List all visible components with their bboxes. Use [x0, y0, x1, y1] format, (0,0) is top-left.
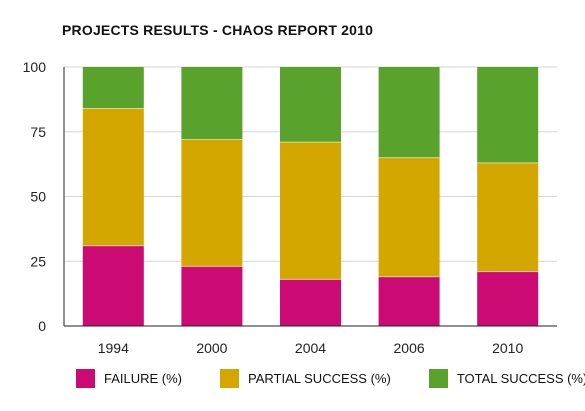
bar-2006-partial-success: [378, 157, 440, 277]
bar-1994-failure: [82, 245, 144, 326]
legend-swatch-partial-success: [220, 369, 240, 388]
chart-title: PROJECTS RESULTS - CHAOS REPORT 2010: [62, 22, 374, 38]
legend-item-total-success: TOTAL SUCCESS (%): [428, 369, 585, 388]
bar-1994-total-success: [82, 67, 144, 109]
x-tick-label-2010: 2010: [492, 340, 523, 356]
bar-2006-total-success: [378, 67, 440, 158]
legend-swatch-failure: [76, 369, 95, 388]
x-tick-labels: 1994 2000 2004 2006 2010: [98, 340, 524, 356]
y-tick-label-100: 100: [23, 59, 47, 75]
bar-1994-partial-success: [82, 108, 144, 246]
y-tick-label-75: 75: [30, 124, 46, 140]
bar-2000-partial-success: [181, 139, 243, 267]
legend-swatch-total-success: [428, 369, 448, 388]
legend-item-partial-success: PARTIAL SUCCESS (%): [220, 369, 391, 388]
bar-2004-total-success: [280, 67, 341, 143]
y-tick-label-0: 0: [38, 318, 46, 334]
bar-segments: [82, 67, 539, 326]
legend: FAILURE (%) PARTIAL SUCCESS (%) TOTAL SU…: [76, 369, 585, 388]
y-tick-labels: 0 25 50 75 100: [23, 59, 47, 334]
legend-item-failure: FAILURE (%): [76, 369, 182, 388]
bar-2000-total-success: [181, 67, 243, 140]
legend-label-failure: FAILURE (%): [104, 371, 183, 386]
x-tick-label-1994: 1994: [98, 340, 129, 356]
x-tick-label-2000: 2000: [196, 340, 227, 356]
axis-lines: [63, 67, 557, 327]
x-tick-label-2006: 2006: [394, 340, 425, 356]
legend-label-partial-success: PARTIAL SUCCESS (%): [248, 371, 391, 386]
y-tick-label-50: 50: [30, 189, 46, 205]
x-tick-label-2004: 2004: [295, 340, 326, 356]
y-tick-label-25: 25: [30, 253, 46, 269]
bar-2004-failure: [280, 279, 341, 326]
bar-2010-total-success: [477, 67, 539, 163]
bar-2010-partial-success: [477, 162, 539, 272]
legend-label-total-success: TOTAL SUCCESS (%): [456, 371, 585, 386]
bar-2010-failure: [477, 271, 539, 326]
bar-2000-failure: [181, 266, 243, 326]
bar-2006-failure: [378, 276, 440, 326]
bar-2004-partial-success: [280, 142, 341, 280]
